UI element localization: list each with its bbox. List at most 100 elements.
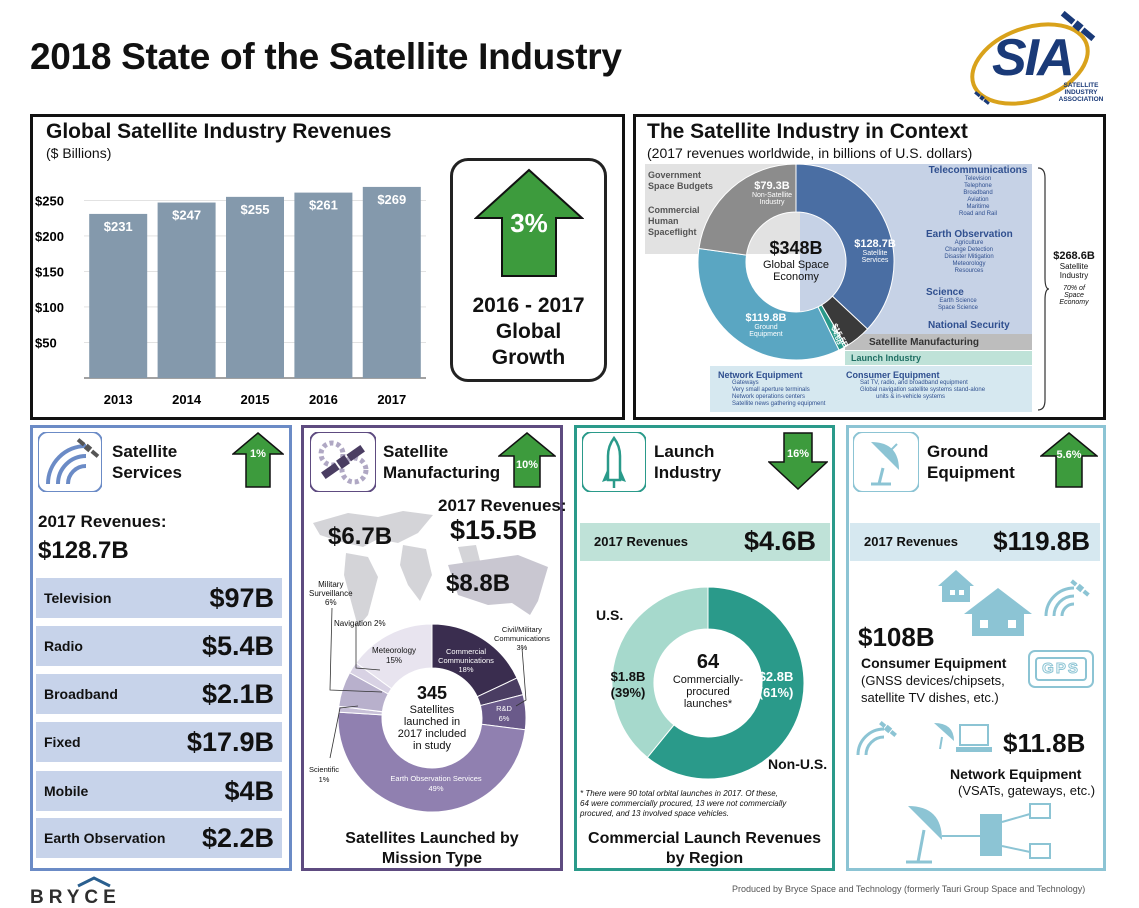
launch-nonus-pct: (61%) — [758, 685, 794, 700]
ctx-nonsat-label: $79.3B Non-Satellite Industry — [742, 180, 802, 206]
page-title: 2018 State of the Satellite Industry — [30, 36, 622, 77]
ctx-nonsat-line2: Industry — [759, 199, 785, 206]
services-growth: 1% — [250, 448, 266, 460]
services-row: Earth Observation $2.2B — [36, 818, 282, 858]
mfg-label-nav: Navigation 2% — [334, 619, 386, 628]
ctx-network: Network Equipment Gateways Very small ap… — [718, 370, 842, 408]
ctx-network-item: Satellite news gathering equipment — [732, 401, 826, 407]
ground-up-arrow-icon — [1040, 432, 1098, 488]
manufacturing-panel — [301, 425, 563, 871]
consumer-title: Consumer Equipment — [861, 655, 1007, 671]
bryce-logo-text: BRYCE — [30, 887, 121, 908]
mfg-center-line3: 2017 included — [397, 728, 467, 740]
donut-slice — [611, 586, 709, 759]
logo-text: SIA — [992, 29, 1075, 87]
ctx-nonsat-value: $79.3B — [754, 180, 790, 192]
revenue-bar — [226, 196, 284, 378]
mfg-label-rd: R&D 6% — [492, 704, 516, 724]
ctx-center-text: $348B Global Space Economy — [748, 238, 844, 283]
y-tick-label: $250 — [35, 193, 64, 208]
mission-type-donut — [337, 623, 527, 813]
revenue-bar — [362, 186, 421, 378]
ctx-services-line2: Services — [861, 257, 889, 264]
ctx-chs-line1: Commercial — [648, 205, 700, 215]
ctx-gov-label: Government Space Budgets — [648, 170, 713, 192]
mfg-label-rd-line1: R&D — [496, 704, 512, 713]
services-row: Mobile $4B — [36, 771, 282, 811]
mfg-label-comm-line1: Commercial — [445, 647, 486, 656]
mfg-center-line2: launched in — [403, 716, 461, 728]
ctx-telecom-item: Broadband — [963, 190, 993, 196]
services-title: Satellite Services — [112, 441, 182, 483]
ctx-chs-label: Commercial Human Spaceflight — [648, 205, 700, 238]
launch-us-label: U.S. — [596, 607, 624, 623]
donut-slice — [337, 711, 526, 813]
ctx-gov-line1: Government — [648, 170, 702, 180]
services-title-line1: Satellite — [112, 442, 178, 461]
bar-value-label: $247 — [172, 208, 201, 223]
ground-network-diagram — [906, 803, 1051, 864]
context-title: The Satellite Industry in Context — [647, 120, 968, 143]
ground-title-line2: Equipment — [927, 463, 1015, 482]
network-title: Network Equipment — [950, 766, 1082, 782]
launch-down-arrow-icon — [768, 432, 828, 490]
x-tick-label: 2014 — [172, 392, 202, 407]
bar-value-label: $269 — [377, 192, 406, 207]
ground-revenue-value: $119.8B — [993, 526, 1090, 556]
consumer-desc-line1: (GNSS devices/chipsets, — [861, 673, 1005, 688]
bracket-note-line1: 70% of — [1063, 285, 1085, 292]
launch-panel — [574, 425, 835, 871]
ctx-earth-obs-item: Resources — [954, 268, 984, 274]
bracket-note-line3: Economy — [1059, 299, 1089, 306]
rocket-icon — [582, 432, 646, 492]
ctx-earth-obs-item: Agriculture — [954, 240, 984, 246]
satellite-industry-bracket — [1037, 167, 1050, 411]
mfg-label-civ-pct: 3% — [516, 643, 528, 652]
y-tick-label: $200 — [35, 229, 64, 244]
growth-label-line3: Growth — [491, 346, 566, 369]
services-revenue-label: 2017 Revenues: — [38, 512, 167, 531]
mfg-label-mil-line2: Surveillance — [309, 589, 353, 598]
launch-region-donut — [611, 586, 805, 780]
launch-footnote-line3: procured, and 13 involved space vehicles… — [580, 809, 729, 818]
small-satellite-icon — [974, 91, 990, 105]
donut-slice — [646, 586, 805, 780]
mfg-caption-line2: Mission Type — [381, 850, 483, 867]
ctx-earth-obs-item: Change Detection — [944, 247, 994, 253]
ctx-science: Science Earth Science Space Science — [926, 287, 990, 312]
services-row-name: Mobile — [44, 783, 89, 799]
x-tick-label: 2015 — [241, 392, 270, 407]
services-row-value: $2.2B — [201, 823, 274, 853]
launch-revenue-bar: 2017 Revenues $4.6B — [580, 523, 830, 561]
context-bg-manufacturing — [845, 334, 1032, 350]
growth-label-line2: Global — [495, 320, 562, 343]
mfg-label-comm: Commercial Communications 18% — [434, 647, 498, 674]
y-tick-label: $150 — [35, 264, 64, 279]
ctx-science-title: Science — [926, 287, 964, 298]
manufacturing-world-value: $6.7B — [328, 523, 393, 550]
services-row-name: Radio — [44, 638, 83, 654]
ctx-consumer: Consumer Equipment Sat TV, radio, and br… — [846, 370, 1030, 401]
services-row-name: Television — [44, 590, 112, 606]
context-bg-ground — [710, 366, 1032, 412]
services-revenue-value: $128.7B — [38, 537, 129, 564]
consumer-value: $108B — [858, 622, 935, 652]
mfg-label-sci: Scientific 1% — [309, 765, 339, 785]
launch-title-line1: Launch — [654, 442, 715, 461]
x-tick-label: 2017 — [377, 392, 406, 407]
ctx-ground-line2: Equipment — [749, 331, 783, 338]
ctx-earth-obs-item: Disaster Mitigation — [944, 254, 994, 260]
ctx-earth-obs-item: Meteorology — [952, 261, 986, 267]
mfg-label-mil: Military Surveillance 6% — [309, 580, 353, 607]
mfg-label-eo-pct: 49% — [428, 784, 444, 793]
bracket-line2: Industry — [1059, 271, 1089, 280]
sia-logo-graphic — [970, 10, 1096, 106]
ctx-telecom: Telecommunications Television Telephone … — [926, 165, 1030, 218]
context-panel — [633, 114, 1106, 420]
revenues-subtitle: ($ Billions) — [46, 145, 112, 161]
bracket-value: $268.6B — [1053, 250, 1095, 262]
mfg-label-rd-pct: 6% — [498, 714, 510, 723]
ctx-services-value: $128.7B — [854, 238, 896, 250]
context-subtitle: (2017 revenues worldwide, in billions of… — [647, 145, 973, 161]
houses-icon — [938, 570, 1032, 636]
